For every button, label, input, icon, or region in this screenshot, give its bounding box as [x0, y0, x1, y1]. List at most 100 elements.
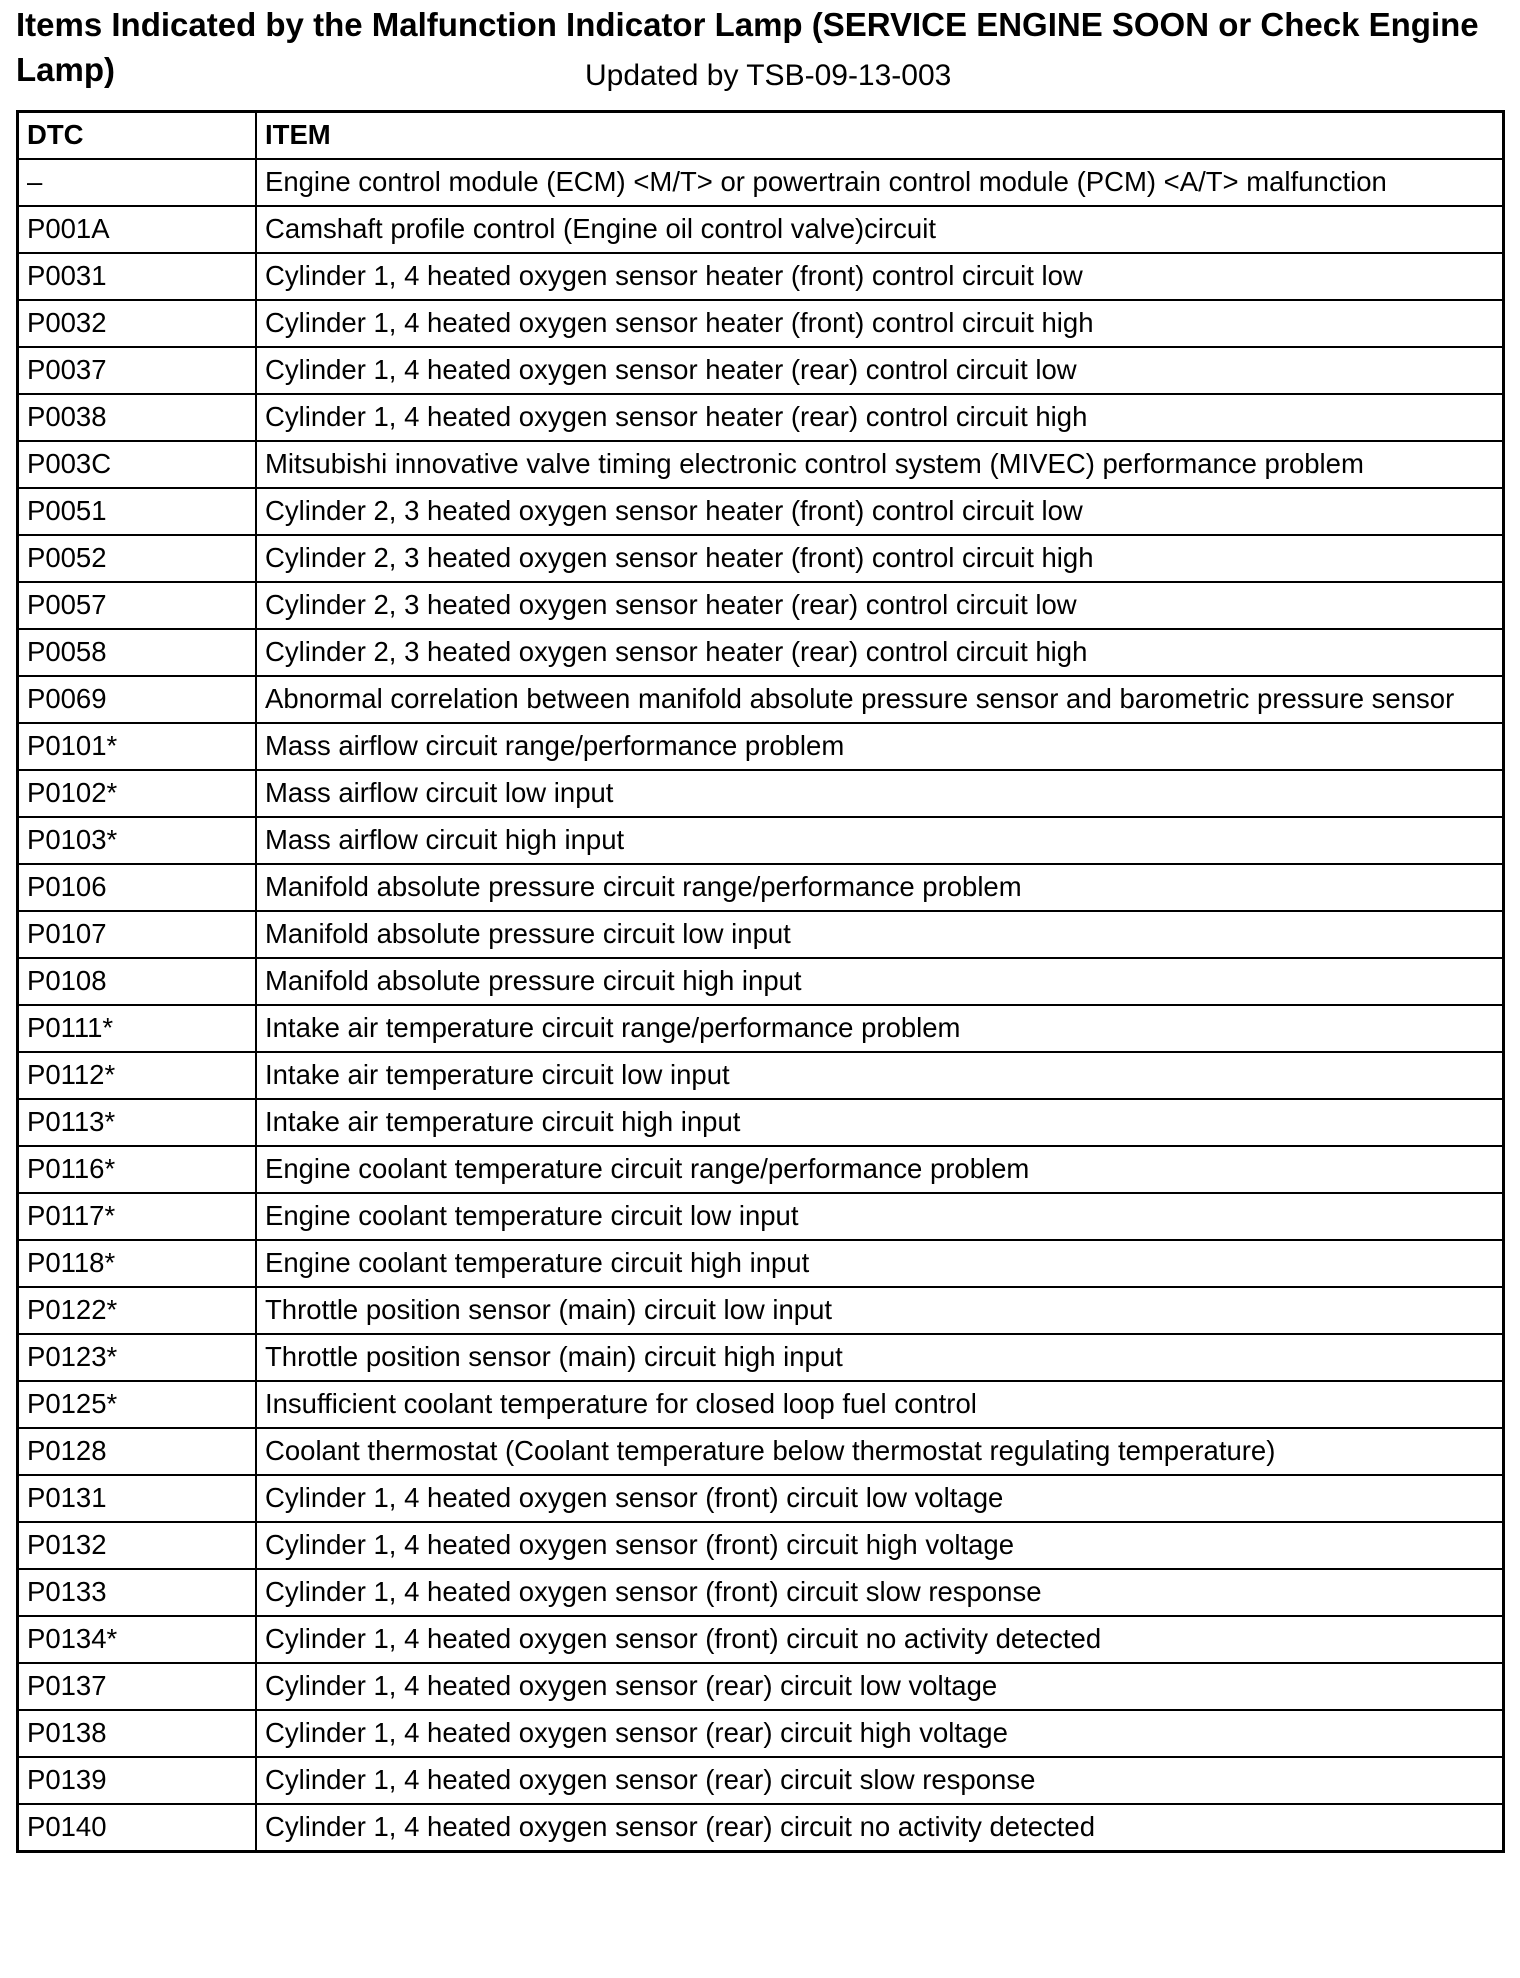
dtc-item: Cylinder 1, 4 heated oxygen sensor heate…: [255, 252, 1505, 301]
table-row: P0113* Intake air temperature circuit hig…: [16, 1098, 1505, 1147]
dtc-item: Intake air temperature circuit low input: [255, 1051, 1505, 1100]
dtc-item: Cylinder 1, 4 heated oxygen sensor (fron…: [255, 1521, 1505, 1570]
dtc-item: Intake air temperature circuit range/per…: [255, 1004, 1505, 1053]
dtc-code: P0122*: [16, 1286, 257, 1335]
dtc-item: Cylinder 1, 4 heated oxygen sensor heate…: [255, 346, 1505, 395]
dtc-item: Engine coolant temperature circuit high …: [255, 1239, 1505, 1288]
table-row: P0032 Cylinder 1, 4 heated oxygen sensor …: [16, 299, 1505, 348]
dtc-item: Cylinder 1, 4 heated oxygen sensor (rear…: [255, 1756, 1505, 1805]
table-row: P0112* Intake air temperature circuit low…: [16, 1051, 1505, 1100]
dtc-item: Engine control module (ECM) <M/T> or pow…: [255, 158, 1505, 207]
table-row: P0037 Cylinder 1, 4 heated oxygen sensor …: [16, 346, 1505, 395]
table-row: – Engine control module (ECM) <M/T> or po…: [16, 158, 1505, 207]
dtc-code: P0032: [16, 299, 257, 348]
table-row: P0051 Cylinder 2, 3 heated oxygen sensor …: [16, 487, 1505, 536]
dtc-code: –: [16, 158, 257, 207]
dtc-code: P0134*: [16, 1615, 257, 1664]
dtc-code: P0117*: [16, 1192, 257, 1241]
dtc-item: Throttle position sensor (main) circuit …: [255, 1286, 1505, 1335]
dtc-code: P0111*: [16, 1004, 257, 1053]
dtc-item: Cylinder 2, 3 heated oxygen sensor heate…: [255, 628, 1505, 677]
dtc-code: P0132: [16, 1521, 257, 1570]
dtc-code: P0052: [16, 534, 257, 583]
dtc-code: P0103*: [16, 816, 257, 865]
dtc-item: Mass airflow circuit high input: [255, 816, 1505, 865]
dtc-item: Cylinder 1, 4 heated oxygen sensor (fron…: [255, 1474, 1505, 1523]
dtc-item: Engine coolant temperature circuit low i…: [255, 1192, 1505, 1241]
dtc-item: Insufficient coolant temperature for clo…: [255, 1380, 1505, 1429]
table-row: P0058 Cylinder 2, 3 heated oxygen sensor …: [16, 628, 1505, 677]
table-row: P0125* Insufficient coolant temperature f…: [16, 1380, 1505, 1429]
table-row: P0102* Mass airflow circuit low input: [16, 769, 1505, 818]
dtc-item: Cylinder 1, 4 heated oxygen sensor heate…: [255, 393, 1505, 442]
dtc-code: P0133: [16, 1568, 257, 1617]
dtc-code: P0106: [16, 863, 257, 912]
dtc-code: P0113*: [16, 1098, 257, 1147]
dtc-table: DTC ITEM – Engine control module (ECM) <M…: [16, 110, 1505, 1853]
table-row: P0131 Cylinder 1, 4 heated oxygen sensor …: [16, 1474, 1505, 1523]
dtc-code: P0051: [16, 487, 257, 536]
dtc-code: P0116*: [16, 1145, 257, 1194]
table-row: P0103* Mass airflow circuit high input: [16, 816, 1505, 865]
dtc-item: Abnormal correlation between manifold ab…: [255, 675, 1505, 724]
dtc-code: P0031: [16, 252, 257, 301]
table-row: P0057 Cylinder 2, 3 heated oxygen sensor …: [16, 581, 1505, 630]
table-row: P0132 Cylinder 1, 4 heated oxygen sensor …: [16, 1521, 1505, 1570]
dtc-item: Manifold absolute pressure circuit high …: [255, 957, 1505, 1006]
table-row: P0031 Cylinder 1, 4 heated oxygen sensor …: [16, 252, 1505, 301]
dtc-code: P0131: [16, 1474, 257, 1523]
dtc-item: Cylinder 1, 4 heated oxygen sensor (fron…: [255, 1568, 1505, 1617]
dtc-item: Manifold absolute pressure circuit low i…: [255, 910, 1505, 959]
table-row: P0133 Cylinder 1, 4 heated oxygen sensor …: [16, 1568, 1505, 1617]
dtc-code: P0102*: [16, 769, 257, 818]
table-row: P0108 Manifold absolute pressure circuit …: [16, 957, 1505, 1006]
table-row: P0137 Cylinder 1, 4 heated oxygen sensor …: [16, 1662, 1505, 1711]
table-row: P0038 Cylinder 1, 4 heated oxygen sensor …: [16, 393, 1505, 442]
dtc-item: Cylinder 1, 4 heated oxygen sensor (rear…: [255, 1709, 1505, 1758]
table-row: P0116* Engine coolant temperature circuit…: [16, 1145, 1505, 1194]
dtc-item: Cylinder 2, 3 heated oxygen sensor heate…: [255, 487, 1505, 536]
dtc-item: Manifold absolute pressure circuit range…: [255, 863, 1505, 912]
dtc-code: P0107: [16, 910, 257, 959]
dtc-item: Cylinder 2, 3 heated oxygen sensor heate…: [255, 534, 1505, 583]
table-row: P0134* Cylinder 1, 4 heated oxygen sensor…: [16, 1615, 1505, 1664]
dtc-code: P0125*: [16, 1380, 257, 1429]
dtc-code: P0057: [16, 581, 257, 630]
dtc-item: Cylinder 1, 4 heated oxygen sensor (rear…: [255, 1662, 1505, 1711]
table-header-row: DTC ITEM: [16, 110, 1505, 160]
dtc-code: P0128: [16, 1427, 257, 1476]
table-row: P0139 Cylinder 1, 4 heated oxygen sensor …: [16, 1756, 1505, 1805]
dtc-code: P0139: [16, 1756, 257, 1805]
dtc-item: Cylinder 1, 4 heated oxygen sensor (rear…: [255, 1803, 1505, 1853]
dtc-item: Cylinder 1, 4 heated oxygen sensor (fron…: [255, 1615, 1505, 1664]
dtc-item: Intake air temperature circuit high inpu…: [255, 1098, 1505, 1147]
dtc-item: Cylinder 2, 3 heated oxygen sensor heate…: [255, 581, 1505, 630]
table-row: P0101* Mass airflow circuit range/perform…: [16, 722, 1505, 771]
dtc-code: P0112*: [16, 1051, 257, 1100]
table-row: P0107 Manifold absolute pressure circuit …: [16, 910, 1505, 959]
dtc-code: P0108: [16, 957, 257, 1006]
dtc-code: P0140: [16, 1803, 257, 1853]
table-row: P0117* Engine coolant temperature circuit…: [16, 1192, 1505, 1241]
dtc-item: Coolant thermostat (Coolant temperature …: [255, 1427, 1505, 1476]
table-row: P0123* Throttle position sensor (main) ci…: [16, 1333, 1505, 1382]
update-note: Updated by TSB-09-13-003: [585, 59, 952, 92]
dtc-code: P0037: [16, 346, 257, 395]
table-body: – Engine control module (ECM) <M/T> or po…: [16, 158, 1505, 1853]
table-row: P0106 Manifold absolute pressure circuit …: [16, 863, 1505, 912]
dtc-code: P0101*: [16, 722, 257, 771]
dtc-code: P0137: [16, 1662, 257, 1711]
dtc-code: P0058: [16, 628, 257, 677]
dtc-item: Camshaft profile control (Engine oil con…: [255, 205, 1505, 254]
dtc-item: Throttle position sensor (main) circuit …: [255, 1333, 1505, 1382]
table-row: P0138 Cylinder 1, 4 heated oxygen sensor …: [16, 1709, 1505, 1758]
header-dtc: DTC: [16, 110, 257, 160]
table-row: P003C Mitsubishi innovative valve timing …: [16, 440, 1505, 489]
page-title: Items Indicated by the Malfunction Indic…: [16, 6, 1479, 88]
dtc-item: Mitsubishi innovative valve timing elect…: [255, 440, 1505, 489]
table-row: P0069 Abnormal correlation between manifo…: [16, 675, 1505, 724]
dtc-code: P0123*: [16, 1333, 257, 1382]
dtc-item: Mass airflow circuit low input: [255, 769, 1505, 818]
dtc-code: P003C: [16, 440, 257, 489]
table-row: P0140 Cylinder 1, 4 heated oxygen sensor …: [16, 1803, 1505, 1853]
